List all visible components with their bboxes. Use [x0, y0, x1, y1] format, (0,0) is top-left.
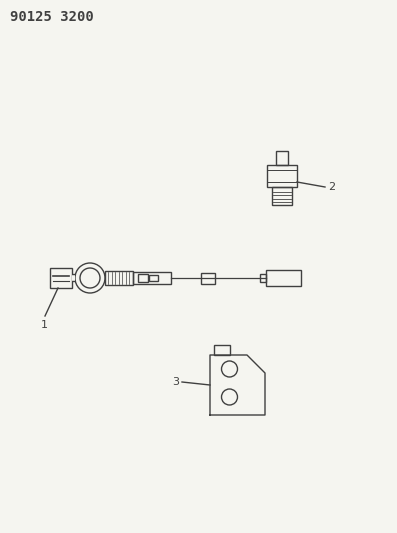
Bar: [133, 272, 171, 284]
Bar: [50, 268, 72, 288]
Bar: [105, 271, 133, 285]
Text: 1: 1: [40, 320, 48, 330]
Bar: [201, 272, 215, 284]
Bar: [260, 274, 266, 282]
Text: 3: 3: [172, 377, 179, 387]
Text: 90125 3200: 90125 3200: [10, 10, 94, 24]
Bar: [138, 274, 148, 282]
Bar: [276, 151, 288, 165]
Text: 2: 2: [328, 182, 335, 192]
Bar: [266, 270, 301, 286]
Bar: [267, 165, 297, 187]
Bar: [214, 345, 230, 355]
Bar: [272, 187, 292, 205]
Bar: [149, 275, 158, 281]
